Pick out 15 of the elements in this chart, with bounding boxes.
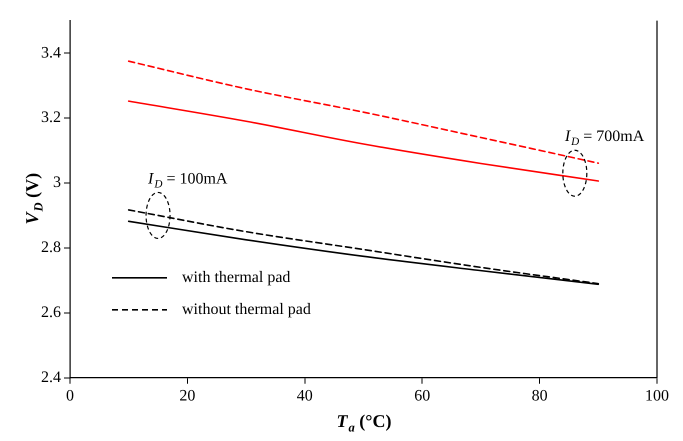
y-tick-label: 3: [53, 174, 61, 192]
y-axis-title: VD (V): [22, 172, 46, 224]
y-tick-label: 2.6: [41, 304, 61, 322]
x-tick-label: 0: [66, 388, 74, 405]
y-tick-label: 3.2: [41, 109, 61, 126]
x-tick-label: 60: [414, 388, 430, 405]
y-tick-label: 2.4: [41, 369, 61, 386]
x-tick-label: 40: [296, 388, 313, 405]
x-tick-label: 80: [532, 388, 548, 405]
legend-label: with thermal pad: [182, 269, 290, 286]
y-tick-label: 3.4: [41, 44, 61, 62]
x-tick-label: 100: [645, 388, 669, 405]
legend-label: without thermal pad: [182, 301, 311, 318]
y-tick-label: 2.8: [41, 239, 61, 256]
x-tick-label: 20: [179, 388, 196, 405]
